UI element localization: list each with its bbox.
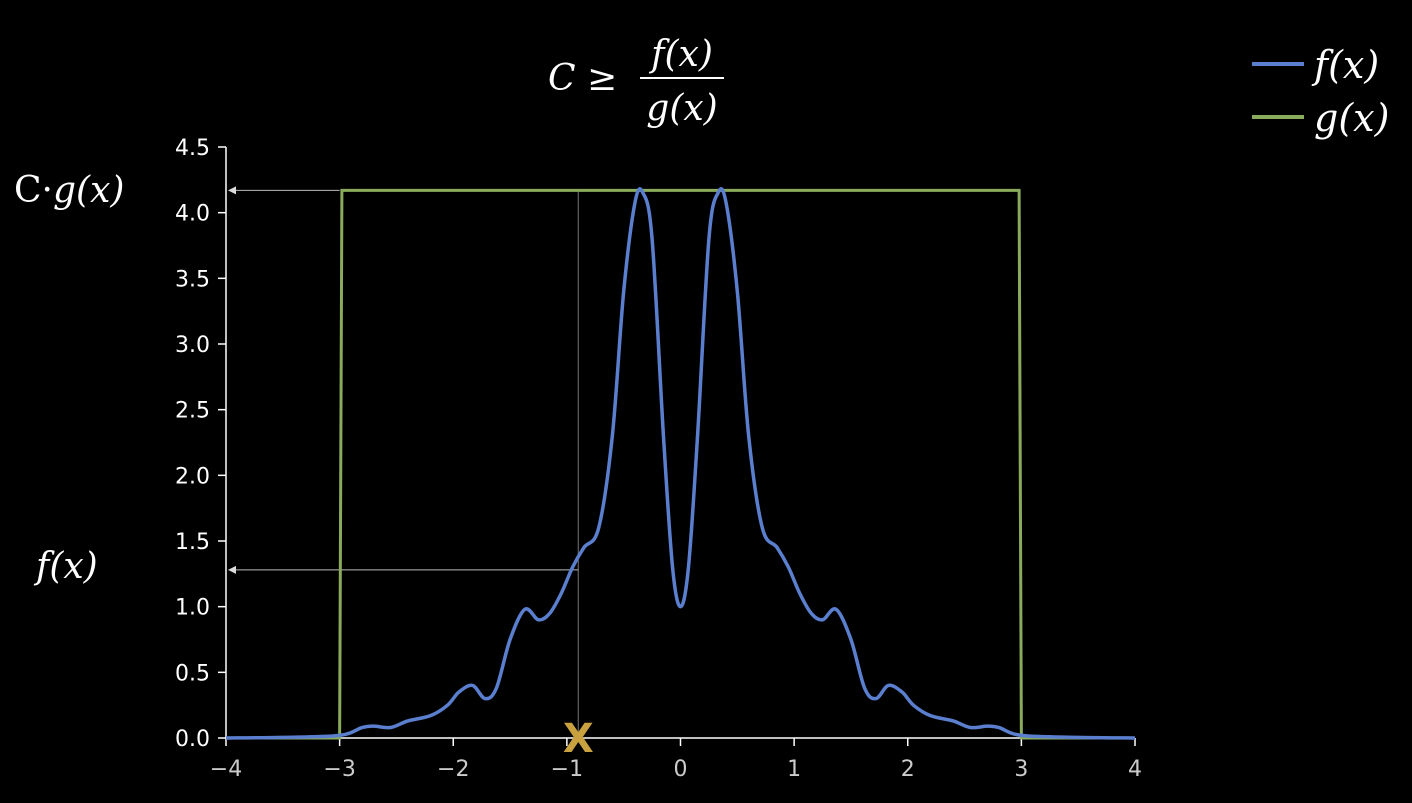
sample-marker: X — [563, 716, 594, 762]
cg-annotation-label: C·g(x) — [14, 170, 124, 211]
x-tick-label: −1 — [551, 757, 583, 782]
series-line-g — [226, 188, 1135, 740]
plot-area: 0.0 0.5 1.0 1.5 2.0 2.5 3.0 3.5 4.0 4.5 −4 −3 −2 −1 0 1… — [175, 136, 1142, 782]
cg-prefix: C· — [14, 170, 53, 211]
cg-func: g(x) — [53, 170, 124, 211]
y-tick-label: 3.0 — [175, 333, 210, 358]
y-tick-label: 0.5 — [175, 661, 210, 686]
x-tick-label: 0 — [674, 757, 688, 782]
y-tick-label: 0.0 — [175, 727, 210, 752]
chart-title: C ≥ f(x) g(x) — [548, 34, 724, 129]
fx-arrow-head — [228, 565, 236, 574]
x-tick-label: −2 — [437, 757, 469, 782]
y-tick-label: 3.5 — [175, 267, 210, 292]
x-tick-label: 2 — [901, 757, 915, 782]
x-tick-label: 4 — [1128, 757, 1142, 782]
y-tick-label: 2.5 — [175, 399, 210, 424]
x-tick-label: −3 — [323, 757, 355, 782]
x-tick-label: 1 — [787, 757, 801, 782]
x-tick-label: 3 — [1014, 757, 1028, 782]
cg-arrow-head — [228, 186, 236, 195]
x-tick-label: −4 — [210, 757, 242, 782]
y-tick-label: 4.0 — [175, 202, 210, 227]
title-numerator: f(x) — [648, 34, 713, 75]
legend: f(x) g(x) — [1252, 43, 1389, 140]
y-tick-label: 1.5 — [175, 530, 210, 555]
fx-annotation-label: f(x) — [33, 546, 98, 587]
y-tick-label: 2.0 — [175, 464, 210, 489]
series-line-f — [225, 187, 1136, 740]
legend-label-f: f(x) — [1311, 43, 1379, 87]
legend-label-g: g(x) — [1314, 96, 1389, 140]
title-lhs: C ≥ — [548, 58, 617, 99]
y-tick-label: 4.5 — [175, 136, 210, 161]
y-tick-label: 1.0 — [175, 596, 210, 621]
title-denominator: g(x) — [646, 88, 717, 129]
